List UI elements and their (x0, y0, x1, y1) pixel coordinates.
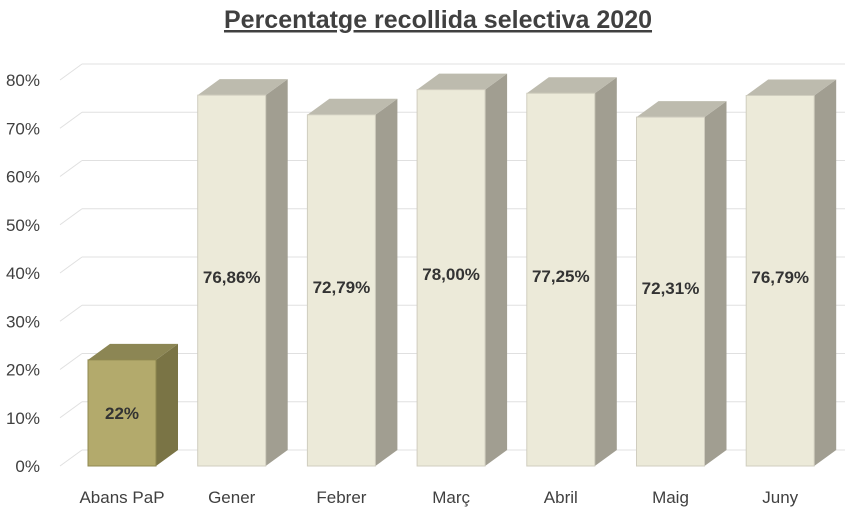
bar-side (375, 98, 398, 466)
x-tick-label: Abans PaP (79, 488, 164, 507)
bar (197, 94, 267, 467)
x-tick-label: Juny (762, 488, 798, 507)
bars: 22% 76,86% 72,79% 78,00% 77,25% 72,31% 76,79% (87, 73, 837, 467)
x-tick-label: Maig (652, 488, 689, 507)
gridline-slant (59, 160, 83, 177)
bar-top (417, 73, 508, 90)
x-tick-label: Març (432, 488, 470, 507)
bar-top (88, 343, 178, 360)
y-tick-label: 70% (6, 119, 40, 138)
y-tick-label: 10% (6, 409, 40, 428)
bar-side (156, 343, 178, 466)
data-label: 76,79% (751, 268, 809, 287)
bar-abans-pap: 22% (87, 343, 178, 467)
y-tick-label: 80% (6, 71, 40, 90)
x-tick-label: Gener (208, 488, 256, 507)
bar-abril: 77,25% (526, 77, 617, 467)
bar (306, 114, 376, 467)
gridline-slant (59, 449, 83, 467)
x-tick-label: Febrer (316, 488, 366, 507)
bar (87, 359, 157, 467)
y-tick-label: 0% (15, 457, 40, 476)
x-tick-label: Abril (544, 488, 578, 507)
bar (526, 92, 596, 467)
bar-top (307, 98, 398, 115)
y-tick-label: 20% (6, 361, 40, 380)
bar-side (814, 79, 837, 466)
bar-mar-: 78,00% (416, 73, 508, 467)
bar-side (485, 73, 508, 467)
gridline-slant (59, 401, 83, 419)
data-label: 72,79% (313, 278, 371, 297)
y-tick-label: 50% (6, 216, 40, 235)
data-label: 72,31% (642, 279, 700, 298)
y-tick-label: 30% (6, 312, 40, 331)
y-tick-label: 40% (6, 264, 40, 283)
bar-maig: 72,31% (636, 101, 727, 467)
data-label: 77,25% (532, 267, 590, 286)
bar-side (594, 77, 617, 467)
bar (416, 89, 486, 467)
chart-title: Percentatge recollida selectiva 2020 (224, 6, 652, 34)
bar-top (197, 79, 288, 96)
data-label: 22% (105, 404, 139, 423)
y-axis: 0% 10% 20% 30% 40% 50% 60% 70% 80% (6, 71, 40, 476)
x-axis: Abans PaP Gener Febrer Març Abril Maig Juny (79, 488, 798, 507)
data-label: 78,00% (422, 265, 480, 284)
gridline-slant (59, 256, 83, 274)
data-label: 76,86% (203, 268, 261, 287)
bar-top (636, 101, 727, 118)
bar-top (746, 79, 837, 96)
y-tick-label: 60% (6, 168, 40, 187)
bar (636, 116, 705, 467)
bar-febrer: 72,79% (306, 98, 398, 467)
gridline-slant (59, 304, 83, 322)
bar-gener: 76,86% (197, 79, 288, 467)
bar-juny: 76,79% (745, 79, 837, 467)
gridline-slant (59, 111, 83, 129)
gridline-slant (59, 208, 83, 226)
bar (745, 94, 815, 467)
gridline-slant (59, 353, 83, 370)
bar-side (704, 101, 727, 466)
bar-side (265, 79, 288, 466)
bar-top (526, 77, 617, 94)
gridline-slant (59, 63, 83, 81)
